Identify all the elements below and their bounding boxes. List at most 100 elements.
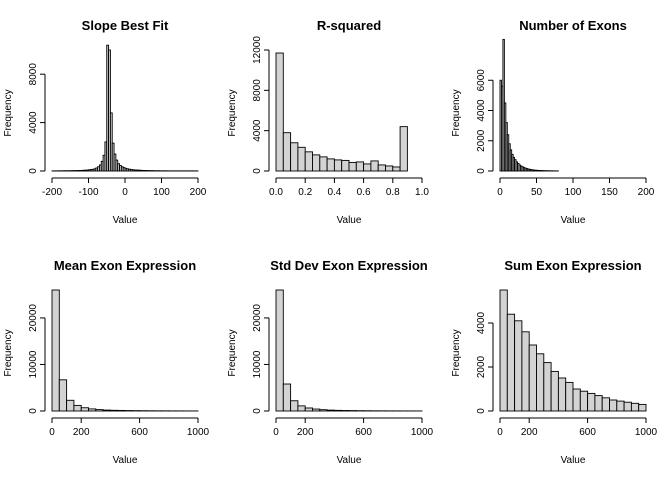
x-tick-label: 600 xyxy=(355,427,372,438)
histogram-bar xyxy=(304,407,313,412)
histogram-bar xyxy=(528,344,537,412)
y-tick-label: 2000 xyxy=(476,355,487,378)
histogram-bar xyxy=(73,404,82,412)
y-tick-label: 20000 xyxy=(252,304,263,332)
histogram-bar xyxy=(326,409,335,412)
histogram-bar xyxy=(506,313,516,412)
x-tick-label: 200 xyxy=(297,427,314,438)
y-axis-label: Frequency xyxy=(227,329,238,376)
x-tick-label: 0.8 xyxy=(386,187,400,198)
histogram-bar xyxy=(51,289,60,412)
histogram-bar xyxy=(638,403,647,412)
y-axis: 0 2000 4000 xyxy=(476,311,494,414)
histogram-bar xyxy=(377,164,386,172)
histogram-bar xyxy=(594,395,603,412)
histogram-bar xyxy=(348,161,357,172)
y-axis: 0 4000 8000 xyxy=(28,63,46,174)
y-axis-label: Frequency xyxy=(451,89,462,136)
y-axis-label: Frequency xyxy=(3,329,14,376)
x-axis: 0 200 600 1000 xyxy=(273,417,434,438)
x-tick-label: 150 xyxy=(601,187,618,198)
y-axis: 0 4000 8000 12000 xyxy=(252,36,270,174)
y-tick-label: 0 xyxy=(476,408,487,414)
histogram-bar xyxy=(392,166,401,172)
histogram-bar xyxy=(514,320,523,412)
histogram-bar xyxy=(587,392,596,412)
y-tick-label: 4000 xyxy=(476,311,487,334)
x-tick-label: 0.2 xyxy=(298,187,312,198)
histogram-bar xyxy=(326,158,335,172)
histogram-bar xyxy=(109,112,113,172)
panel-title: Slope Best Fit xyxy=(82,18,169,33)
y-axis: 0 10000 20000 xyxy=(252,304,270,414)
x-tick-label: 1000 xyxy=(187,427,210,438)
histogram-bar xyxy=(58,379,68,412)
panel-title: Number of Exons xyxy=(519,18,627,33)
panel-title: Mean Exon Expression xyxy=(54,258,196,273)
x-tick-label: 1.0 xyxy=(415,187,429,198)
x-tick-label: 200 xyxy=(73,427,90,438)
x-tick-label: 0.0 xyxy=(269,187,283,198)
y-tick-label: 20000 xyxy=(28,304,39,332)
histogram-bar xyxy=(304,151,313,172)
x-tick-label: -100 xyxy=(78,187,98,198)
histogram-bar xyxy=(536,353,545,412)
histogram-bars xyxy=(499,38,559,172)
histogram-bar xyxy=(80,407,89,412)
x-axis: 0 50 100 150 200 xyxy=(497,177,655,198)
x-tick-label: 50 xyxy=(531,187,543,198)
histogram-bar xyxy=(319,409,328,412)
histogram-bar xyxy=(341,410,350,412)
y-tick-label: 10000 xyxy=(28,350,39,378)
x-axis: -200 -100 0 100 200 xyxy=(42,177,207,198)
histogram-bar xyxy=(385,165,394,172)
histogram-bar xyxy=(609,399,618,412)
histogram-bar xyxy=(565,381,574,412)
histogram-bar xyxy=(363,163,372,172)
panel-title: Std Dev Exon Expression xyxy=(270,258,428,273)
panel-std-dev-exon-expression: Std Dev Exon Expression Value Frequency … xyxy=(227,258,434,466)
y-tick-label: 0 xyxy=(252,168,263,174)
x-tick-label: 0 xyxy=(273,427,279,438)
histogram-bar xyxy=(550,370,559,412)
x-tick-label: 600 xyxy=(131,427,148,438)
y-axis-label: Frequency xyxy=(3,89,14,136)
y-axis-label: Frequency xyxy=(227,89,238,136)
x-tick-label: 100 xyxy=(565,187,582,198)
panel-title: Sum Exon Expression xyxy=(504,258,641,273)
x-tick-label: -200 xyxy=(42,187,62,198)
histogram-bar xyxy=(297,146,306,172)
panel-number-of-exons: Number of Exons Value Frequency 0 50 100 15… xyxy=(451,18,655,226)
y-tick-label: 10000 xyxy=(252,350,263,378)
histogram-bar xyxy=(601,397,610,412)
y-tick-label: 4000 xyxy=(476,99,487,122)
y-tick-label: 2000 xyxy=(476,129,487,152)
histogram-bar xyxy=(108,49,111,172)
x-tick-label: 100 xyxy=(153,187,170,198)
histogram-bar xyxy=(579,390,589,412)
x-tick-label: 200 xyxy=(638,187,655,198)
y-tick-label: 0 xyxy=(28,408,39,414)
histogram-bar xyxy=(557,377,567,412)
x-tick-label: 1000 xyxy=(635,427,658,438)
histogram-bars xyxy=(499,289,647,412)
histogram-bar xyxy=(572,388,581,412)
x-axis: 0.0 0.2 0.4 0.6 0.8 1.0 xyxy=(269,177,429,198)
histogram-bar xyxy=(275,52,284,172)
x-tick-label: 0 xyxy=(49,427,55,438)
panel-sum-exon-expression: Sum Exon Expression Value Frequency 0 200… xyxy=(451,258,658,466)
x-axis-label: Value xyxy=(337,215,362,226)
panel-title: R-squared xyxy=(317,18,381,33)
histogram-bar xyxy=(275,289,284,412)
histogram-bar xyxy=(370,160,379,172)
x-axis-label: Value xyxy=(113,455,138,466)
x-tick-label: 200 xyxy=(190,187,207,198)
x-axis-label: Value xyxy=(561,215,586,226)
histogram-bar xyxy=(95,409,104,412)
y-axis-label: Frequency xyxy=(451,329,462,376)
y-tick-label: 4000 xyxy=(252,119,263,142)
histogram-bar xyxy=(355,161,365,172)
histogram-bars xyxy=(51,289,199,412)
histogram-bar xyxy=(399,126,408,172)
histogram-bars xyxy=(275,289,423,412)
